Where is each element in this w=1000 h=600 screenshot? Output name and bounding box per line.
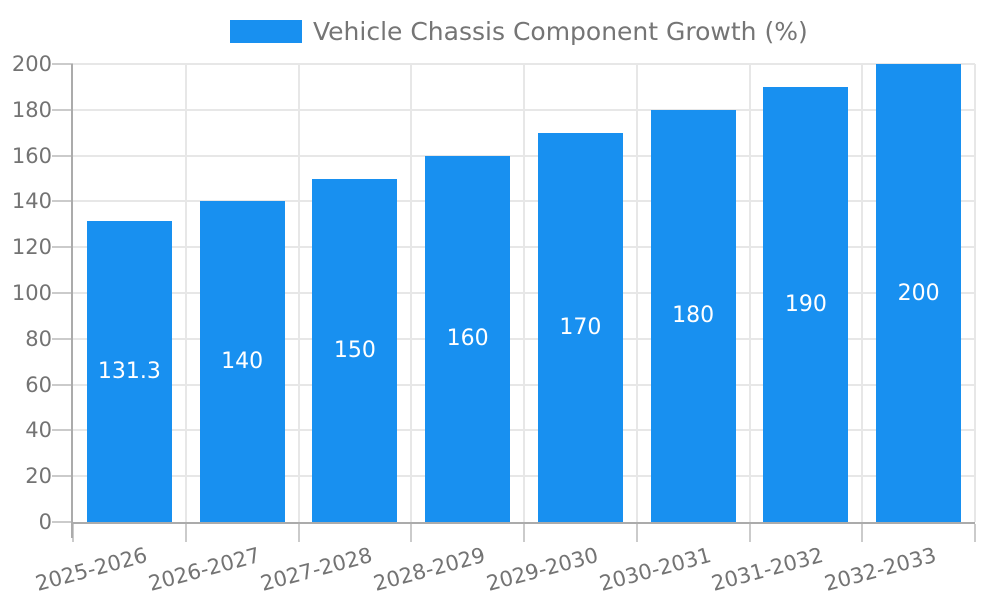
- x-axis-line: [71, 522, 975, 524]
- bar[interactable]: 180: [650, 109, 736, 522]
- y-tick: [52, 63, 73, 65]
- legend-swatch: [230, 20, 302, 43]
- y-tick: [52, 108, 73, 111]
- x-tick-label: 2029-2030: [483, 543, 601, 596]
- y-tick-label: 60: [25, 372, 52, 397]
- x-tick: [861, 524, 864, 542]
- bar-value-label: 200: [897, 280, 940, 306]
- y-tick: [52, 292, 73, 294]
- y-tick: [52, 475, 73, 478]
- y-tick: [52, 246, 73, 249]
- x-gridline: [184, 64, 187, 522]
- bar-value-label: 190: [784, 291, 827, 317]
- y-tick: [52, 200, 73, 203]
- x-tick-label: 2031-2032: [709, 543, 827, 596]
- bar[interactable]: 190: [763, 86, 849, 522]
- x-tick-label: 2027-2028: [258, 543, 376, 596]
- y-tick-label: 180: [11, 97, 52, 122]
- y-tick-label: 200: [11, 52, 52, 76]
- x-tick-label: 2026-2027: [145, 543, 263, 596]
- y-tick: [52, 337, 73, 340]
- x-tick: [974, 524, 976, 542]
- x-gridline: [297, 64, 300, 522]
- bar-value-label: 131.3: [97, 359, 161, 385]
- bar[interactable]: 160: [425, 155, 511, 522]
- bar[interactable]: 170: [537, 132, 623, 522]
- x-tick: [523, 524, 525, 542]
- y-tick: [52, 429, 73, 432]
- bar-value-label: 180: [672, 303, 715, 329]
- x-tick-label: 2025-2026: [32, 543, 150, 596]
- bar[interactable]: 131.3: [86, 221, 172, 522]
- bar-value-label: 160: [446, 326, 489, 352]
- y-tick-label: 40: [25, 418, 52, 443]
- y-tick-label: 100: [11, 281, 52, 305]
- x-tick: [410, 524, 413, 542]
- y-tick: [52, 154, 73, 157]
- x-tick-label: 2032-2033: [822, 543, 939, 596]
- y-tick-label: 140: [11, 189, 52, 214]
- x-tick-label: 2028-2029: [371, 543, 488, 596]
- x-gridline: [635, 64, 638, 522]
- y-tick-label: 120: [11, 235, 52, 260]
- x-gridline: [410, 64, 413, 522]
- x-gridline: [523, 64, 525, 522]
- bar-value-label: 150: [333, 337, 376, 363]
- x-gridline: [861, 64, 864, 522]
- y-tick-label: 160: [11, 143, 52, 168]
- x-gridline: [748, 64, 751, 522]
- y-tick-label: 0: [38, 510, 52, 534]
- x-tick: [635, 524, 638, 542]
- y-tick-label: 80: [25, 326, 52, 351]
- bar-value-label: 170: [559, 314, 602, 340]
- x-tick: [748, 524, 751, 542]
- y-axis-line: [71, 64, 73, 538]
- x-tick: [184, 524, 187, 542]
- y-tick: [52, 521, 73, 523]
- bar[interactable]: 150: [312, 178, 398, 522]
- y-tick: [52, 383, 73, 386]
- x-tick: [297, 524, 300, 542]
- y-tick-label: 20: [25, 464, 52, 489]
- x-tick: [72, 524, 74, 542]
- legend[interactable]: Vehicle Chassis Component Growth (%): [230, 17, 808, 46]
- legend-label: Vehicle Chassis Component Growth (%): [313, 17, 808, 46]
- bar[interactable]: 140: [199, 201, 285, 522]
- x-gridline: [974, 64, 976, 522]
- x-tick-label: 2030-2031: [596, 543, 714, 596]
- bar[interactable]: 200: [876, 64, 962, 522]
- bar-value-label: 140: [221, 349, 264, 375]
